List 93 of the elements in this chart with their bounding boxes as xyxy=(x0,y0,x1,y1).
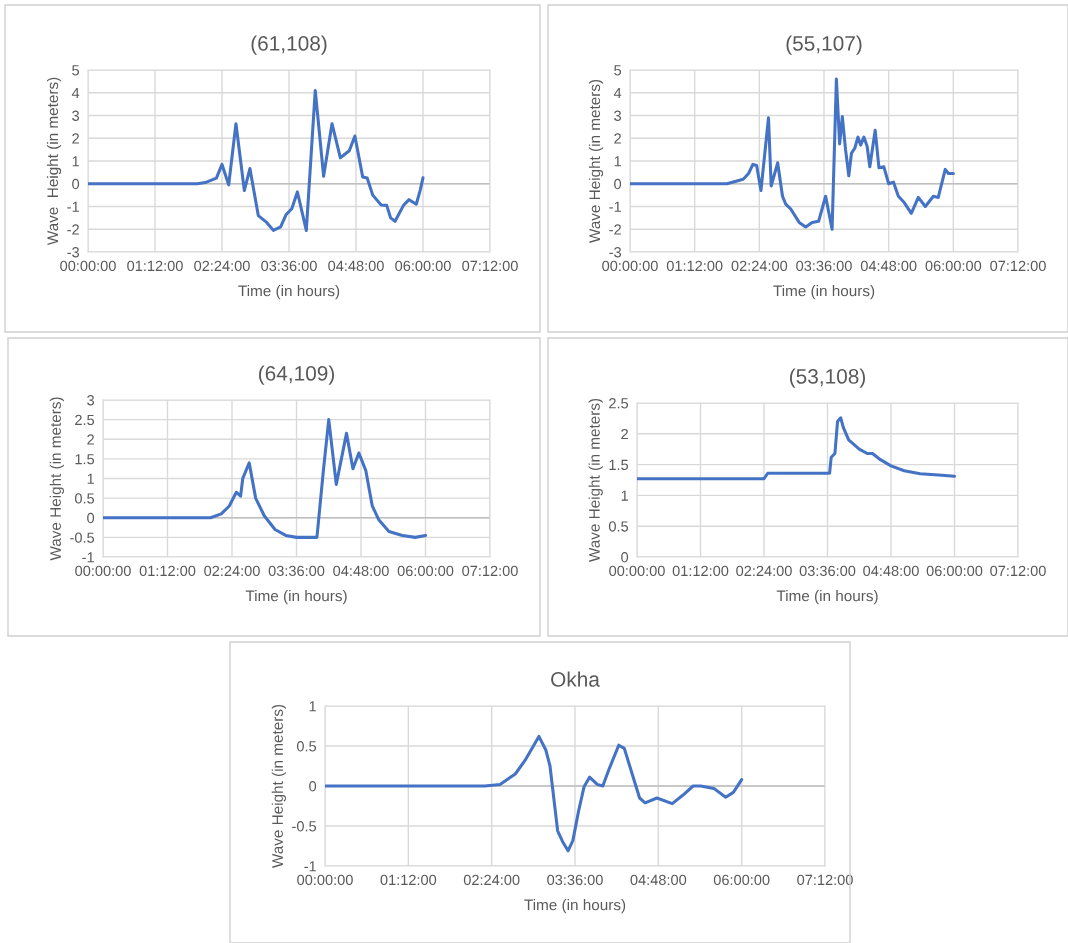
line-series xyxy=(103,418,428,539)
x-tick-label: 06:00:00 xyxy=(397,565,454,577)
y-tick-label: -0.5 xyxy=(70,532,95,543)
y-tick-label: 0.5 xyxy=(608,521,629,532)
x-tick-label: 06:00:00 xyxy=(395,260,451,272)
x-axis-title: Time (in hours) xyxy=(524,899,626,914)
y-tick-label: 0 xyxy=(87,512,95,524)
y-tick-label: -0.5 xyxy=(292,821,317,832)
y-tick-label: 1 xyxy=(72,156,79,167)
y-tick-label: 2 xyxy=(87,434,94,445)
x-tick-label: 07:12:00 xyxy=(462,260,518,272)
x-tick-label: 07:12:00 xyxy=(462,565,518,577)
y-tick-label: 4 xyxy=(71,88,80,99)
x-tick-label: 02:24:00 xyxy=(194,260,250,272)
y-tick-label: 3 xyxy=(614,110,622,121)
y-tick-label: 1 xyxy=(621,490,628,501)
y-axis-title: Wave Height (in meters) xyxy=(49,397,64,561)
x-axis-title: Time (in hours) xyxy=(245,590,347,605)
x-tick-label: 01:12:00 xyxy=(127,260,183,272)
x-tick-label: 02:24:00 xyxy=(204,565,260,577)
y-axis-title: Wave Height (in meters) xyxy=(588,398,603,562)
x-tick-label: 04:48:00 xyxy=(863,565,919,577)
chart-title: (61,108) xyxy=(251,35,327,55)
x-tick-label: 03:36:00 xyxy=(796,260,852,272)
x-tick-label: 01:12:00 xyxy=(672,565,729,577)
y-tick-label: 4 xyxy=(613,88,622,99)
x-axis-title: Time (in hours) xyxy=(776,590,878,605)
y-tick-label: 3 xyxy=(87,395,95,406)
chart-title: (55,107) xyxy=(786,35,862,55)
y-tick-label: 0.5 xyxy=(74,493,95,504)
y-tick-label: 1 xyxy=(614,156,621,167)
x-tick-label: 02:24:00 xyxy=(731,260,788,272)
y-tick-label: -3 xyxy=(609,247,622,258)
x-tick-label: 01:12:00 xyxy=(666,260,723,272)
x-tick-label: 07:12:00 xyxy=(990,565,1046,577)
y-tick-label: 2 xyxy=(72,133,79,144)
y-tick-label: 5 xyxy=(614,65,622,76)
x-tick-label: 01:12:00 xyxy=(380,874,437,886)
y-tick-label: -2 xyxy=(609,224,621,235)
chart-title: (64,109) xyxy=(259,365,335,385)
chart-title: (53,108) xyxy=(790,368,866,388)
y-tick-label: 2.5 xyxy=(75,414,95,426)
x-tick-label: 02:24:00 xyxy=(463,874,520,886)
y-tick-label: -3 xyxy=(67,247,80,258)
x-tick-label: 00:00:00 xyxy=(75,565,131,577)
y-axis-title: Wave Height (in meters) xyxy=(271,704,286,868)
line-series xyxy=(630,77,955,231)
y-tick-label: 5 xyxy=(72,65,80,76)
y-tick-label: -1 xyxy=(67,201,79,212)
y-tick-label: 0 xyxy=(621,552,629,563)
y-tick-label: -1 xyxy=(82,552,94,563)
x-tick-label: 07:12:00 xyxy=(797,874,853,886)
x-tick-label: 00:00:00 xyxy=(60,260,116,272)
y-tick-label: 2 xyxy=(621,428,628,440)
y-tick-label: 2 xyxy=(614,133,621,144)
x-tick-label: 04:48:00 xyxy=(333,565,389,577)
y-tick-label: 1.5 xyxy=(75,454,95,465)
x-tick-label: 04:48:00 xyxy=(630,874,687,886)
x-tick-label: 04:48:00 xyxy=(328,260,384,272)
y-tick-label: 3 xyxy=(72,110,80,121)
y-tick-label: 0.5 xyxy=(296,741,317,752)
x-axis-title: Time (in hours) xyxy=(773,285,875,300)
x-tick-label: 06:00:00 xyxy=(713,874,770,886)
y-axis-title: Wave Height (in meters) xyxy=(46,77,62,246)
x-tick-label: 03:36:00 xyxy=(547,874,603,886)
x-tick-label: 03:36:00 xyxy=(261,260,317,272)
y-axis-title: Wave Height (in meters) xyxy=(588,79,604,243)
y-tick-label: 2.5 xyxy=(609,398,629,409)
x-tick-label: 00:00:00 xyxy=(602,260,658,272)
y-tick-label: 0 xyxy=(72,178,80,190)
line-series xyxy=(88,88,425,232)
line-series xyxy=(637,416,957,481)
x-axis-title: Time (in hours) xyxy=(238,285,340,300)
chart-title: Okha xyxy=(551,671,600,687)
y-tick-label: 0 xyxy=(614,178,622,190)
y-tick-label: -1 xyxy=(609,201,621,212)
x-tick-label: 00:00:00 xyxy=(609,565,665,577)
line-series xyxy=(325,734,744,853)
x-tick-label: 03:36:00 xyxy=(268,565,325,577)
x-tick-label: 07:12:00 xyxy=(990,260,1046,272)
y-tick-label: 1 xyxy=(87,473,94,484)
y-tick-label: 1.5 xyxy=(609,459,629,471)
x-tick-label: 04:48:00 xyxy=(860,260,917,272)
x-tick-label: 06:00:00 xyxy=(926,565,983,577)
x-tick-label: 03:36:00 xyxy=(799,565,856,577)
y-tick-label: 0 xyxy=(309,781,317,792)
x-tick-label: 01:12:00 xyxy=(139,565,196,577)
y-tick-label: -1 xyxy=(304,861,316,872)
y-tick-label: -2 xyxy=(67,224,79,235)
x-tick-label: 06:00:00 xyxy=(925,260,982,272)
x-tick-label: 02:24:00 xyxy=(736,565,792,577)
x-tick-label: 00:00:00 xyxy=(297,874,353,886)
y-tick-label: 1 xyxy=(309,701,316,712)
